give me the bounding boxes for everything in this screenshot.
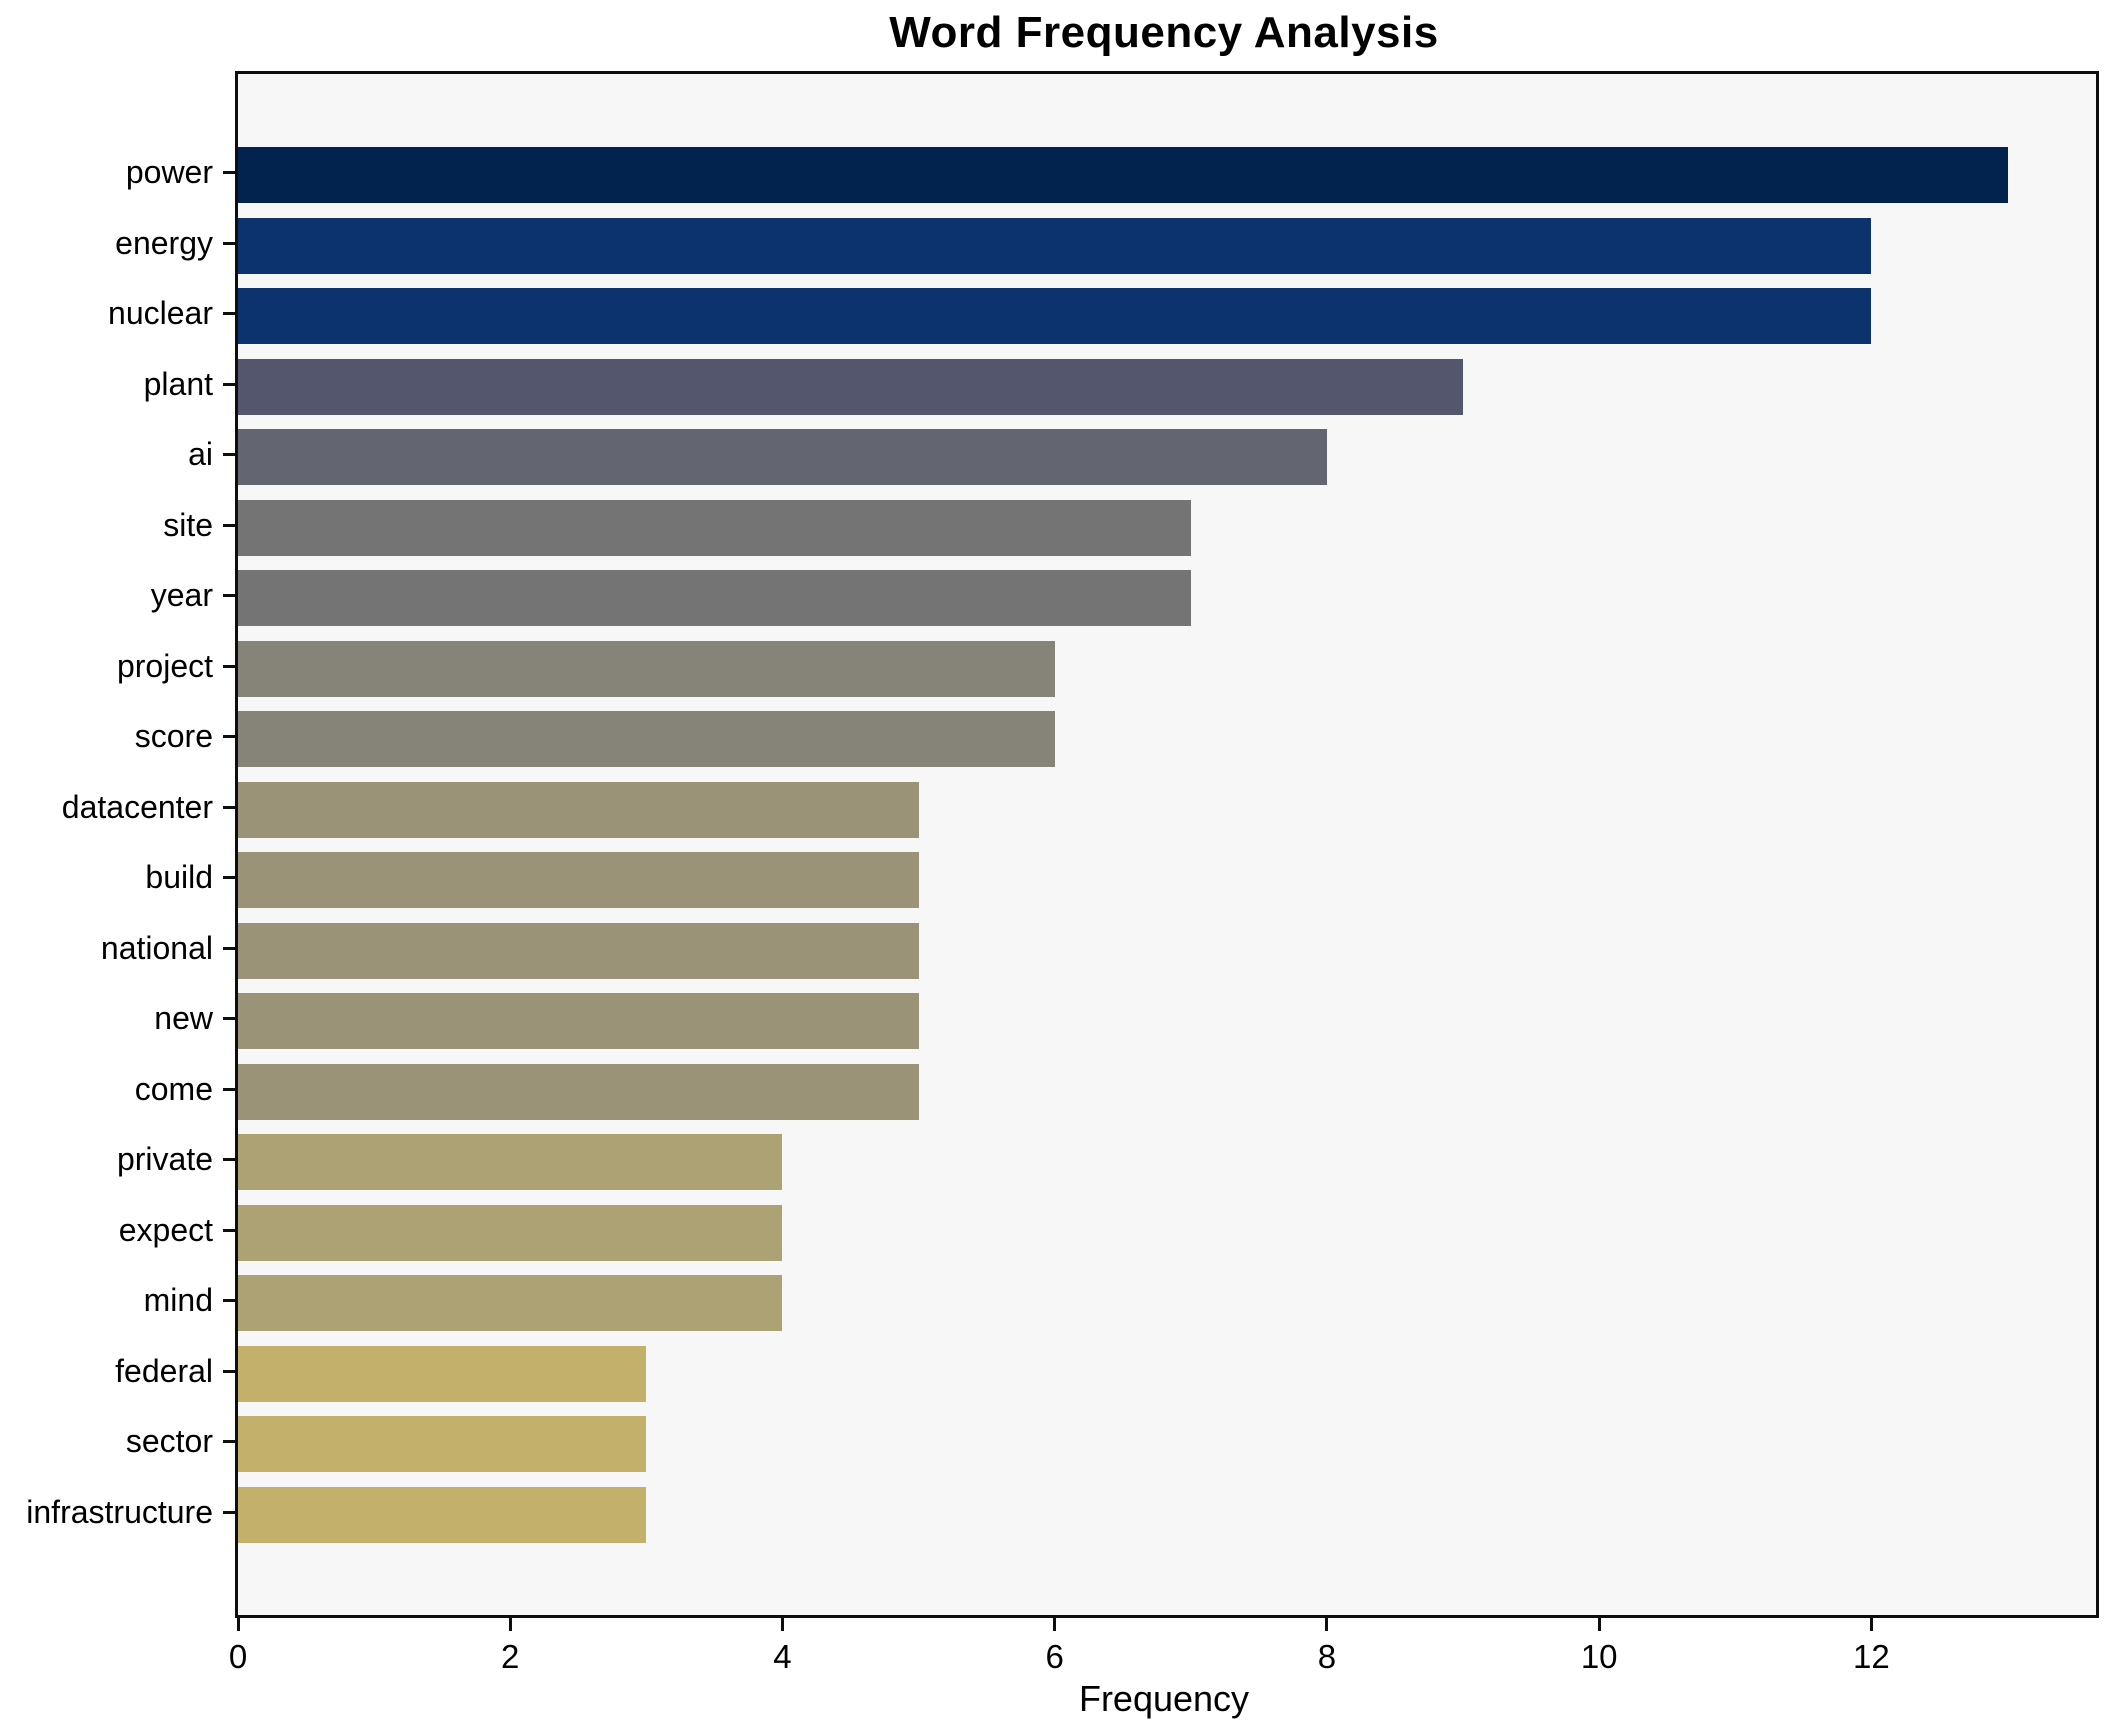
- bar-mind: [238, 1275, 783, 1331]
- y-tick-label-plant: plant: [143, 365, 213, 402]
- y-tick-label-federal: federal: [115, 1352, 213, 1389]
- bar-sector: [238, 1416, 647, 1472]
- y-tick-mark: [223, 1369, 235, 1373]
- bar-score: [238, 711, 1055, 767]
- y-tick-mark: [223, 1299, 235, 1302]
- bar-ai: [238, 429, 1327, 485]
- y-tick-mark: [223, 1017, 235, 1020]
- x-tick-mark: [780, 1618, 784, 1631]
- y-tick-label-project: project: [116, 647, 213, 684]
- x-tick-mark: [1053, 1618, 1057, 1631]
- y-tick-mark: [223, 1087, 235, 1091]
- bar-national: [238, 922, 919, 979]
- bar-private: [238, 1134, 783, 1190]
- x-tick-mark: [1869, 1618, 1873, 1631]
- y-tick-label-expect: expect: [118, 1211, 213, 1248]
- y-tick-label-year: year: [150, 577, 213, 613]
- bar-energy: [238, 217, 1872, 274]
- x-tick-label-0: 0: [228, 1638, 248, 1675]
- bar-datacenter: [238, 781, 919, 838]
- y-tick-label-score: score: [134, 718, 213, 754]
- y-tick-label-ai: ai: [188, 436, 213, 472]
- y-tick-mark: [223, 805, 235, 809]
- x-tick-label-4: 4: [773, 1638, 792, 1675]
- bar-site: [238, 499, 1191, 556]
- y-tick-label-infrastructure: infrastructure: [26, 1493, 213, 1530]
- y-tick-mark: [223, 241, 235, 245]
- y-tick-mark: [223, 382, 235, 386]
- bar-federal: [238, 1345, 647, 1402]
- bar-year: [238, 570, 1191, 626]
- y-tick-label-come: come: [134, 1070, 213, 1107]
- y-tick-mark: [223, 523, 235, 527]
- x-tick-label-6: 6: [1045, 1638, 1064, 1675]
- y-tick-mark: [223, 664, 235, 668]
- x-tick-mark: [1597, 1618, 1601, 1631]
- bar-infrastructure: [238, 1486, 647, 1543]
- bar-plant: [238, 358, 1464, 415]
- y-tick-label-datacenter: datacenter: [61, 788, 213, 825]
- y-tick-mark: [223, 594, 235, 597]
- y-tick-label-build: build: [145, 859, 213, 895]
- y-tick-label-nuclear: nuclear: [108, 295, 213, 331]
- bar-new: [238, 993, 919, 1049]
- x-tick-label-12: 12: [1853, 1638, 1890, 1675]
- bar-expect: [238, 1204, 783, 1261]
- y-tick-mark: [223, 946, 235, 950]
- plot-area: [235, 71, 2099, 1618]
- x-tick-label-2: 2: [501, 1638, 520, 1675]
- y-tick-label-energy: energy: [115, 224, 213, 261]
- x-tick-label-10: 10: [1580, 1638, 1618, 1675]
- y-tick-mark: [223, 1510, 235, 1514]
- chart-title: Word Frequency Analysis: [889, 8, 1439, 57]
- y-tick-label-site: site: [163, 506, 213, 543]
- y-tick-mark: [223, 312, 235, 315]
- bar-power: [238, 147, 2008, 203]
- y-tick-mark: [223, 876, 235, 879]
- bar-project: [238, 640, 1055, 697]
- x-tick-mark: [508, 1618, 512, 1631]
- y-tick-label-power: power: [125, 154, 213, 190]
- bar-come: [238, 1063, 919, 1120]
- y-tick-label-new: new: [154, 1000, 213, 1036]
- y-tick-mark: [223, 1158, 235, 1161]
- y-tick-mark: [223, 735, 235, 738]
- x-tick-mark: [236, 1618, 240, 1631]
- y-tick-mark: [223, 1228, 235, 1232]
- bar-nuclear: [238, 288, 1872, 344]
- x-tick-label-8: 8: [1317, 1638, 1337, 1675]
- y-tick-label-sector: sector: [125, 1423, 213, 1459]
- y-tick-mark: [223, 453, 235, 456]
- y-tick-label-private: private: [116, 1141, 213, 1177]
- x-axis-title: Frequency: [1078, 1678, 1250, 1719]
- y-tick-label-national: national: [100, 929, 213, 966]
- bar-build: [238, 852, 919, 908]
- y-tick-label-mind: mind: [143, 1282, 213, 1318]
- y-tick-mark: [223, 171, 235, 174]
- x-tick-mark: [1325, 1618, 1329, 1631]
- y-tick-mark: [223, 1440, 235, 1443]
